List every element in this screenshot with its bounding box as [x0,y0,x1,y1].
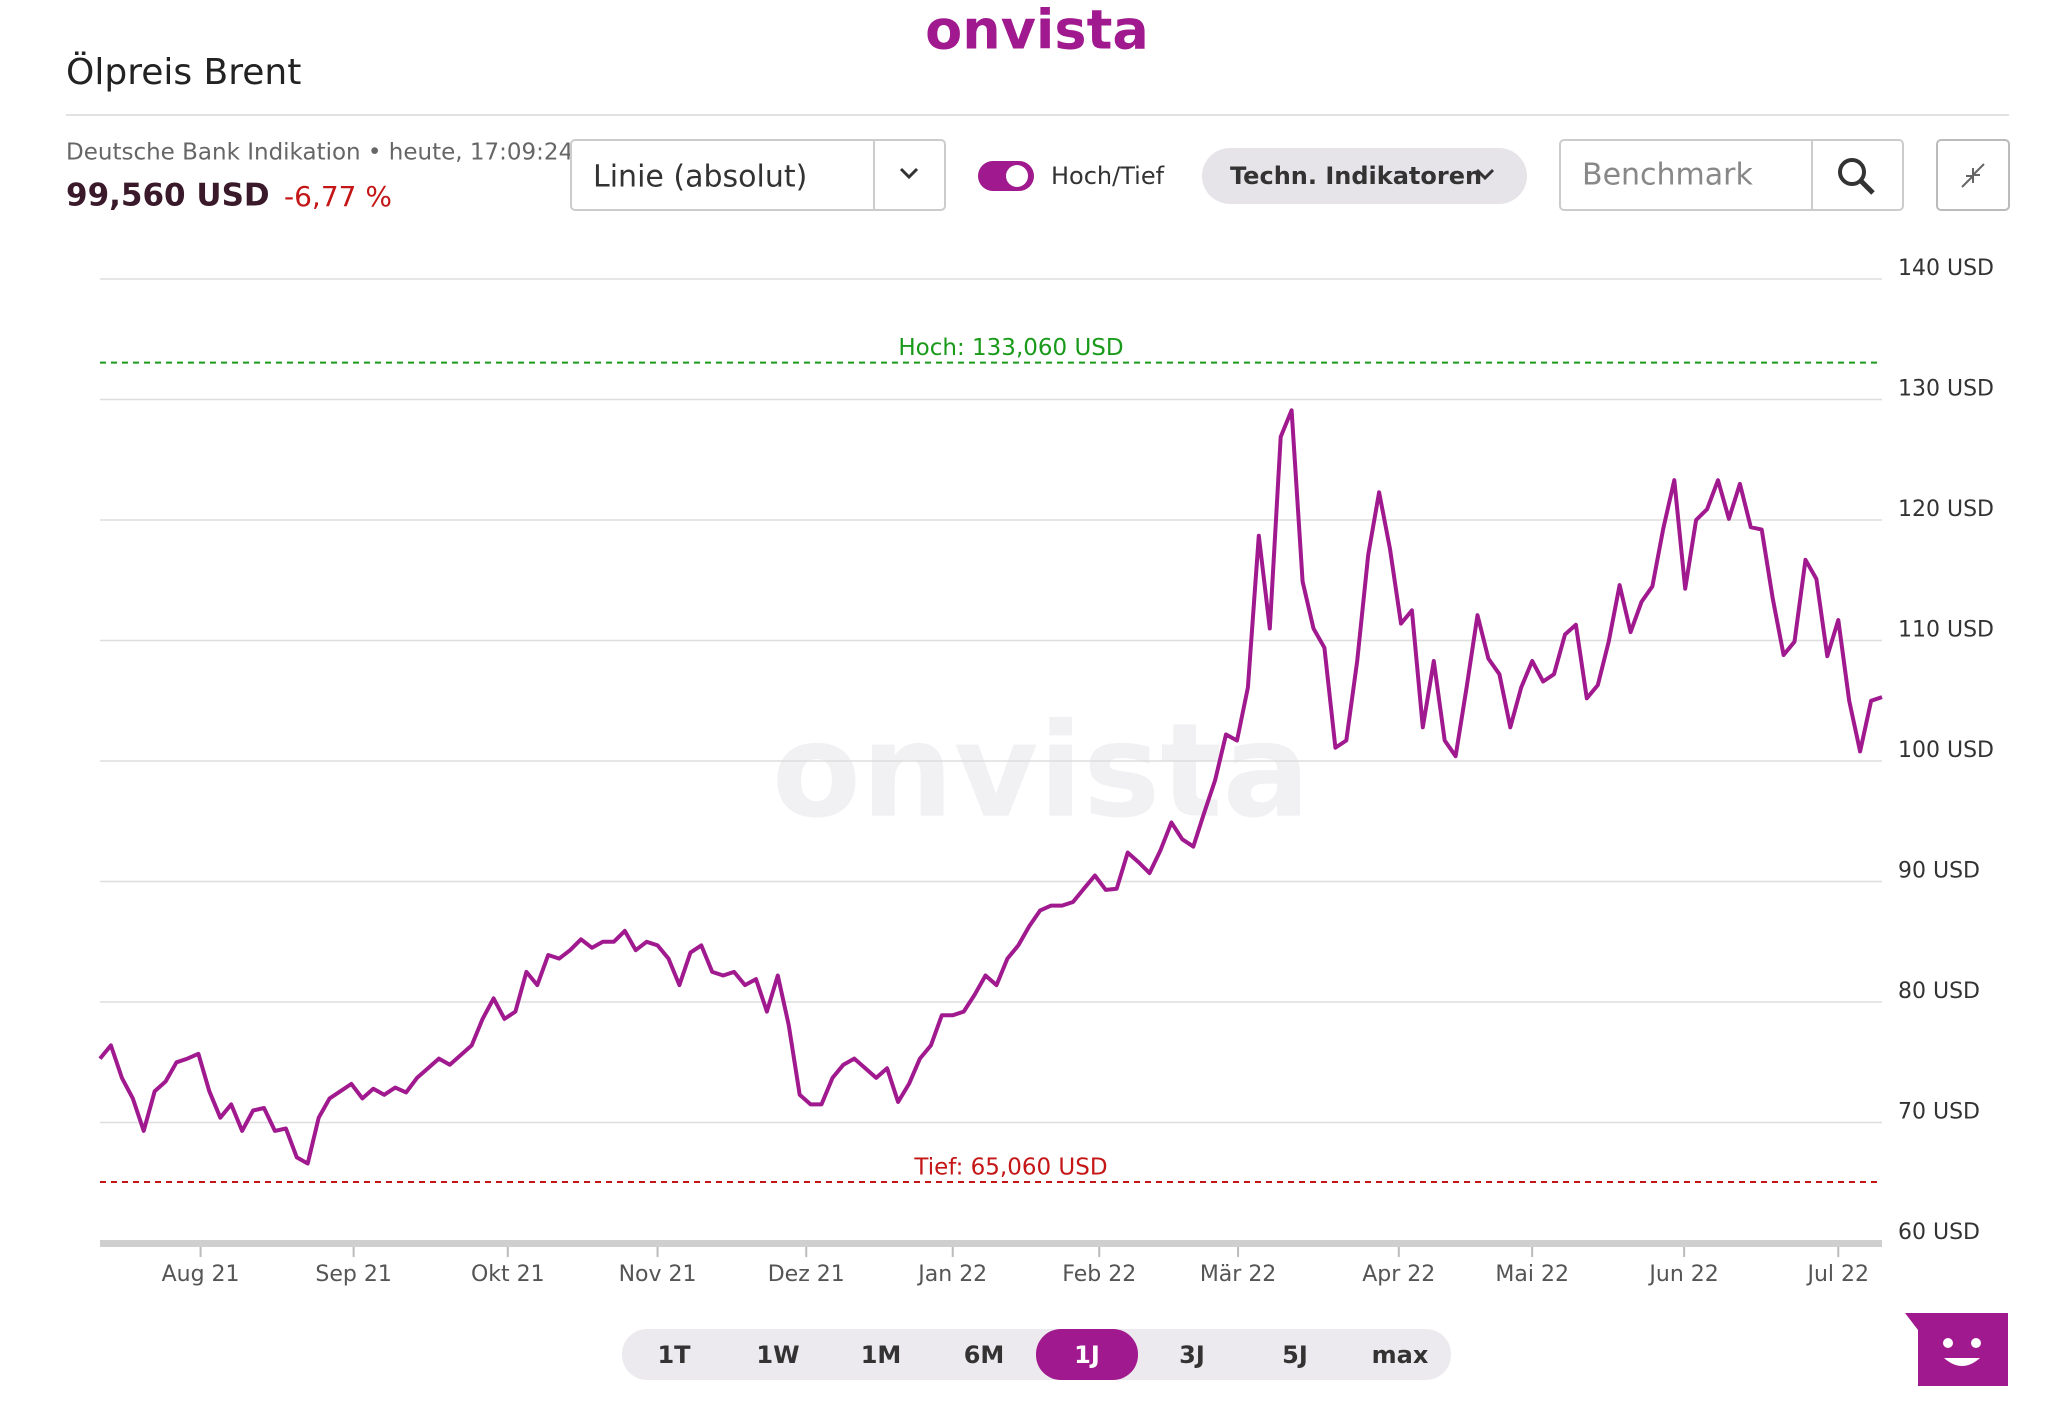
x-tick-label: Dez 21 [768,1262,845,1287]
search-icon-handle [1859,179,1875,195]
x-tick-label: Jan 22 [916,1262,987,1287]
x-tick-label: Mai 22 [1495,1262,1569,1287]
period-button[interactable]: 1W [756,1341,799,1369]
search-box [1559,139,1904,211]
x-tick-label: Mär 22 [1200,1262,1277,1287]
chat-button[interactable] [1905,1313,2008,1386]
collapse-icon [1961,163,1985,188]
quote-price: 99,560 USD [66,178,270,214]
period-label: 1W [756,1341,799,1369]
search-icon [1838,158,1866,186]
y-tick-label: 70 USD [1898,1100,1980,1125]
x-tick-label: Feb 22 [1062,1262,1136,1287]
period-label: 1M [861,1341,902,1369]
chat-bubble [1905,1313,2008,1386]
y-tick-label: 130 USD [1898,377,1994,402]
y-tick-label: 60 USD [1898,1220,1980,1245]
period-label: 1J [1074,1341,1100,1369]
x-tick-label: Okt 21 [471,1262,545,1287]
indicators-label: Techn. Indikatoren [1230,162,1482,190]
period-label: 6M [964,1341,1005,1369]
period-button[interactable]: 1J [1036,1329,1138,1380]
toggle-knob [1006,165,1028,187]
x-tick-label: Aug 21 [162,1262,240,1287]
x-tick-label: Nov 21 [619,1262,697,1287]
benchmark-search[interactable]: Benchmark [1559,139,1904,211]
period-label: 5J [1282,1341,1308,1369]
indicators-button[interactable]: Techn. Indikatoren [1202,148,1527,204]
y-tick-label: 90 USD [1898,859,1980,884]
period-button[interactable]: 1M [861,1341,902,1369]
dropdown-box [570,139,946,211]
y-tick-label: 110 USD [1898,618,1994,643]
chart: onvista 60 USD 70 USD 80 USD 90 USD 100 USD 11… [98,256,1994,1287]
period-label: 1T [657,1341,691,1369]
x-axis [100,1240,1882,1247]
collapse-button[interactable] [1936,139,2010,211]
x-tick-label: Sep 21 [315,1262,391,1287]
chat-eye [1943,1338,1953,1348]
search-placeholder: Benchmark [1582,158,1754,193]
toggle-label: Hoch/Tief [1051,162,1165,190]
logo: onvista [925,0,1149,62]
quote-change: -6,77 % [284,180,392,213]
high-low-toggle[interactable]: Hoch/Tief [978,161,1165,191]
page-title: Ölpreis Brent [66,51,301,93]
chat-smile [1944,1358,1980,1366]
chat-eye [1971,1338,1981,1348]
period-label: 3J [1179,1341,1205,1369]
y-tick-label: 80 USD [1898,979,1980,1004]
period-button[interactable]: 5J [1282,1341,1308,1369]
active-period-bg [1036,1329,1138,1380]
quote-source: Deutsche Bank Indikation • heute, 17:09:… [66,140,573,166]
y-tick-label: 100 USD [1898,738,1994,763]
price-line [98,408,1883,1166]
chevron-icon [1475,168,1495,181]
low-label: Tief: 65,060 USD [913,1155,1107,1181]
period-button[interactable]: 3J [1179,1341,1205,1369]
x-tick-label: Apr 22 [1362,1262,1435,1287]
x-tick-label: Jul 22 [1806,1262,1870,1287]
period-button[interactable]: max [1372,1341,1429,1369]
high-label: Hoch: 133,060 USD [898,335,1123,361]
y-tick-label: 120 USD [1898,497,1994,522]
y-tick-label: 140 USD [1898,256,1994,281]
chevron-icon [899,167,919,180]
period-label: max [1372,1341,1429,1369]
x-tick-label: Jun 22 [1647,1262,1718,1287]
period-button[interactable]: 6M [964,1341,1005,1369]
pill [1202,148,1527,204]
dropdown-value: Linie (absolut) [593,160,807,195]
chart-style-dropdown[interactable]: Linie (absolut) [570,139,946,211]
watermark: onvista [772,695,1310,847]
period-buttons: 1T 1W 1M 6M 1J 3J 5J max [657,1329,1429,1380]
period-button[interactable]: 1T [657,1341,691,1369]
